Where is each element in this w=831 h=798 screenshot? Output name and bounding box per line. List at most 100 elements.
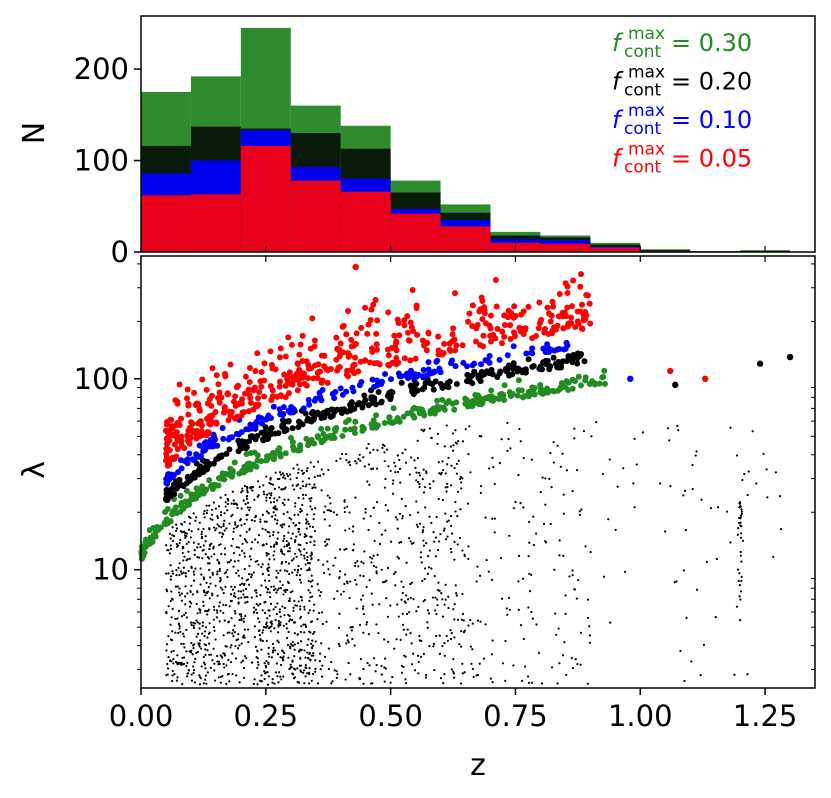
scatter-point-all [375,500,379,504]
scatter-point-all [288,547,291,550]
scatter-point-all [288,525,291,528]
scatter-point-all [343,582,346,586]
scatter-point-all [279,524,282,527]
scatter-point-0.10 [332,389,339,396]
scatter-point-0.20 [510,364,517,371]
scatter-point-all [740,560,743,563]
scatter-point-all [231,490,234,493]
scatter-point-all [453,603,456,606]
scatter-point-all [266,530,269,533]
scatter-point-0.20 [206,460,213,467]
scatter-point-0.05 [372,297,379,304]
scatter-point-all [275,508,279,511]
scatter-point-all [237,597,240,600]
histogram-bar-0.05-bin-0 [141,195,191,252]
scatter-point-all [272,545,276,548]
scatter-point-all [286,644,290,647]
scatter-point-all [171,607,174,611]
scatter-point-0.20 [235,437,242,444]
scatter-point-0.20 [289,425,296,432]
scatter-point-all [512,507,516,510]
scatter-point-all [202,527,205,531]
scatter-point-all [257,629,260,633]
scatter-point-0.05 [311,337,318,344]
scatter-point-all [278,671,281,674]
scatter-point-0.05 [163,435,170,442]
scatter-point-all [365,447,368,450]
scatter-point-all [262,629,265,632]
scatter-point-0.30 [514,392,521,399]
scatter-point-0.05 [324,367,331,374]
scatter-point-0.20 [378,399,385,406]
scatter-point-all [172,662,175,665]
scatter-point-all [242,593,245,596]
scatter-point-0.05 [384,346,391,353]
scatter-point-all [550,486,553,489]
scatter-point-0.05 [408,324,415,331]
scatter-point-0.05 [368,306,375,313]
scatter-point-0.10 [291,407,298,414]
scatter-point-0.05 [178,442,185,449]
scatter-point-all [248,555,251,558]
scatter-point-all [308,658,311,661]
scatter-point-all [220,526,223,529]
scatter-point-all [359,574,362,577]
scatter-point-0.05 [303,358,310,365]
scatter-point-all [305,541,308,545]
scatter-point-all [258,485,261,489]
scatter-point-all [403,600,406,603]
scatter-point-all [360,598,363,601]
scatter-point-0.30 [400,413,407,420]
scatter-point-all [305,483,308,486]
scatter-point-0.20 [226,446,233,453]
scatter-point-0.05 [311,362,318,369]
scatter-point-all [422,491,426,494]
scatter-point-all [500,597,504,600]
scatter-point-all [260,648,263,651]
scatter-point-all [314,670,317,673]
scatter-point-all [322,473,325,476]
scatter-point-all [268,579,271,583]
scatter-point-all [198,683,202,686]
scatter-point-all [387,465,390,468]
scatter-point-0.10 [523,350,530,357]
scatter-point-all [184,585,187,588]
scatter-point-all [193,548,196,552]
scatter-point-all [425,541,428,545]
scatter-point-0.10 [484,357,491,364]
scatter-point-all [684,529,688,532]
scatter-point-0.30 [441,406,448,413]
scatter-point-all [398,512,402,516]
scatter-point-all [282,539,285,543]
scatter-point-all [187,528,191,531]
scatter-point-0.05 [393,361,400,368]
scatter-point-all [247,583,251,586]
scatter-point-all [271,649,275,652]
scatter-point-all [633,437,636,440]
scatter-point-0.30 [477,396,484,403]
scatter-point-all [254,608,258,611]
scatter-point-all [738,619,742,622]
scatter-point-all [383,580,386,583]
scatter-point-all [737,516,741,520]
scatter-point-all [470,662,473,666]
scatter-point-all [242,620,245,623]
scatter-point-all [765,468,768,471]
scatter-point-all [487,570,490,573]
scatter-point-all [737,579,740,583]
scatter-point-0.05 [209,365,216,372]
scatter-point-all [257,534,261,537]
scatter-point-all [286,475,290,478]
scatter-point-0.05 [507,322,514,329]
scatter-point-all [304,656,307,659]
scatter-point-all [257,604,260,607]
scatter-point-0.30 [266,452,273,459]
scatter-point-all [493,482,496,486]
scatter-point-all [549,522,552,526]
scatter-point-all [261,631,264,634]
scatter-point-0.05 [541,329,548,336]
scatter-point-all [389,540,393,543]
scatter-point-all [372,657,376,660]
scatter-point-all [234,645,237,648]
scatter-point-all [287,656,290,659]
